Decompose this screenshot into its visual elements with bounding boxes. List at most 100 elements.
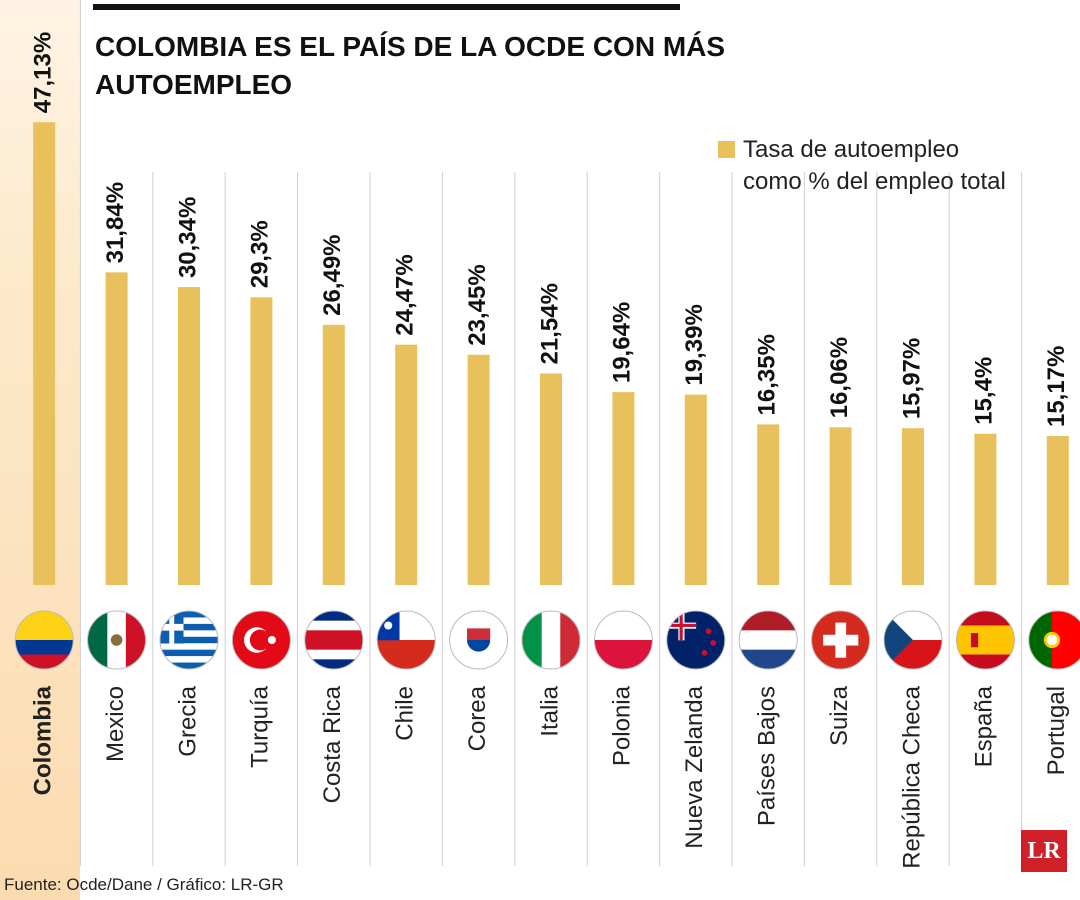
x-tick-label: República Checa (898, 685, 925, 868)
flag-part (956, 625, 1015, 655)
flag-part (701, 649, 708, 656)
legend-label: Tasa de autoempleo como % del empleo tot… (743, 136, 1006, 195)
value-label: 26,49% (319, 234, 346, 315)
value-label: 15,17% (1043, 346, 1070, 427)
flag-part (304, 630, 363, 650)
value-label: 29,3% (247, 220, 274, 288)
x-tick-label: Grecia (174, 685, 201, 756)
flag-part (679, 611, 683, 641)
flag-part (705, 628, 712, 635)
flag-part (377, 640, 436, 669)
bar (33, 122, 56, 585)
flag-part (956, 654, 1015, 669)
flag-part (304, 649, 363, 660)
bar (612, 392, 635, 585)
flag-part (304, 659, 363, 669)
x-tick-label: Italia (536, 685, 563, 736)
flag-part (160, 623, 184, 631)
value-label: 15,97% (898, 338, 925, 419)
flag-part (970, 633, 979, 648)
flag-border (1028, 610, 1080, 670)
flag-part (15, 640, 74, 655)
bar (829, 427, 852, 585)
x-tick-label: Países Bajos (754, 686, 781, 826)
flag-border (304, 610, 364, 670)
bar (684, 394, 707, 585)
x-tick-label: Mexico (102, 686, 129, 762)
flag-part (884, 611, 913, 669)
flag (1028, 611, 1080, 669)
flag-border (449, 610, 509, 670)
flag-part (823, 634, 859, 646)
flag-part (1046, 634, 1058, 646)
x-tick-label: Costa Rica (319, 685, 346, 803)
flag-part (739, 649, 798, 669)
flag-part (160, 623, 218, 631)
x-tick-label: Nueva Zelanda (681, 685, 708, 848)
value-label: 19,64% (609, 302, 636, 383)
bar (395, 344, 418, 585)
x-tick-label: Colombia (30, 685, 57, 795)
flag (449, 611, 508, 669)
title-rule (93, 4, 680, 10)
flag-border (738, 610, 798, 670)
flag (666, 611, 725, 669)
flag-part (522, 611, 543, 669)
legend-swatch (718, 141, 735, 158)
value-label: 47,13% (30, 32, 57, 113)
flag-part (160, 656, 218, 663)
flag-border (955, 610, 1015, 670)
value-label: 15,4% (971, 357, 998, 425)
flag (232, 611, 291, 669)
bar (974, 433, 997, 585)
flag-part (249, 629, 271, 651)
flag-border (87, 610, 147, 670)
flag-border (376, 610, 436, 670)
flag-part (1028, 611, 1053, 669)
bar (250, 297, 273, 585)
flag-border (231, 610, 291, 670)
bar (105, 272, 128, 585)
flag-part (304, 620, 363, 631)
flag-part (467, 628, 491, 640)
flag-part (160, 611, 218, 618)
value-label: 21,54% (536, 283, 563, 364)
value-label: 31,84% (102, 182, 129, 263)
flag (811, 611, 870, 669)
bar (1046, 436, 1069, 585)
flag-part (160, 630, 218, 638)
bar (178, 287, 200, 585)
value-label: 16,35% (754, 334, 781, 415)
logo: LR (1021, 830, 1067, 872)
flag (87, 611, 146, 669)
flag-part (594, 611, 653, 641)
value-label: 23,45% (464, 264, 491, 345)
flag-part (160, 662, 218, 669)
value-label: 30,34% (174, 197, 201, 278)
x-tick-label: Corea (464, 685, 491, 751)
bar (757, 424, 780, 585)
bar (322, 324, 345, 585)
x-tick-label: Suiza (826, 685, 853, 746)
flag-part (110, 634, 123, 646)
flag (304, 611, 363, 669)
flag-part (304, 611, 363, 621)
flag (739, 611, 798, 669)
flag-part (666, 611, 725, 669)
flag-part (384, 621, 393, 630)
chart-title: COLOMBIA ES EL PAÍS DE LA OCDE CON MÁS A… (95, 31, 726, 100)
x-tick-label: Chile (392, 686, 419, 741)
flag-border (883, 610, 943, 670)
flag-part (87, 611, 108, 669)
flag-part (160, 617, 218, 625)
flag-part (739, 611, 798, 631)
x-tick-label: Portugal (1043, 686, 1070, 775)
flag (522, 611, 580, 669)
x-tick-label: Polonia (609, 685, 636, 766)
x-tick-label: Turquía (247, 685, 274, 767)
flag-part (160, 636, 218, 644)
flag-border (811, 610, 871, 670)
value-label: 16,06% (826, 337, 853, 418)
